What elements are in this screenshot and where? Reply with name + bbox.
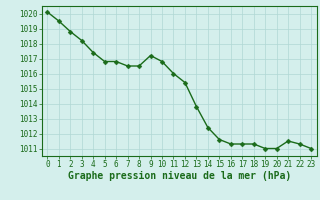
X-axis label: Graphe pression niveau de la mer (hPa): Graphe pression niveau de la mer (hPa): [68, 171, 291, 181]
